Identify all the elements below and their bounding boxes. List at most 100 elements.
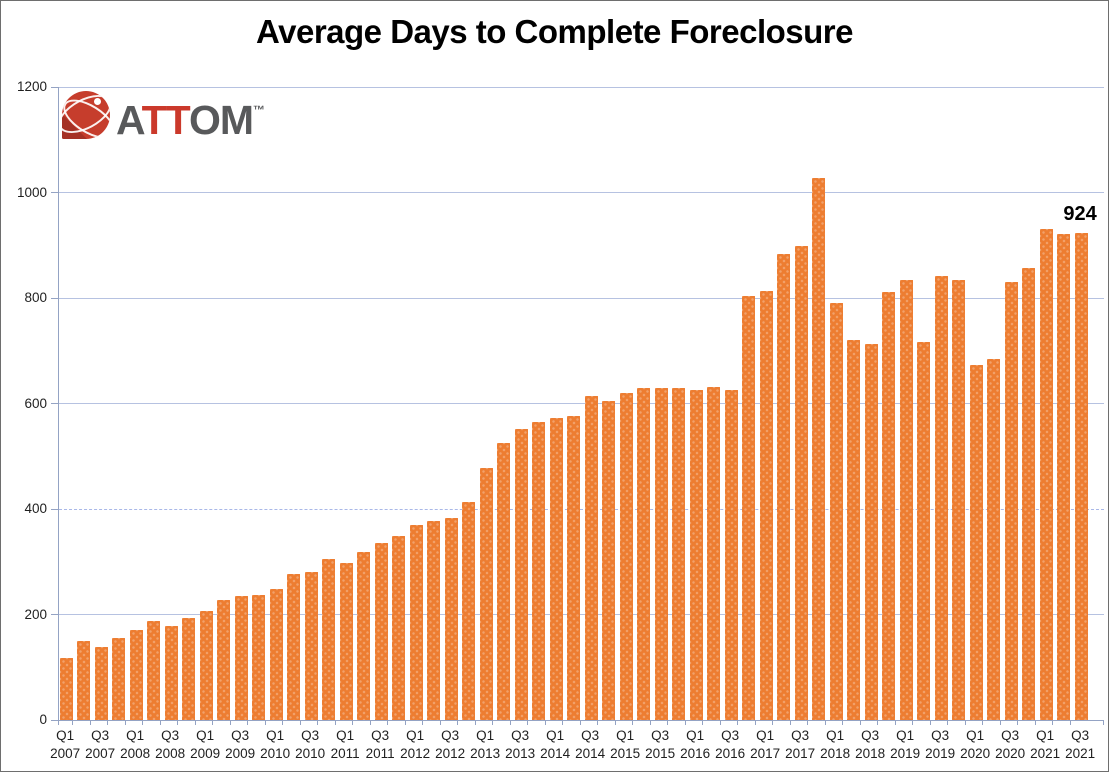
- x-tick-label-Q1-2017: Q1 2017: [750, 728, 781, 761]
- x-tick-mark: [282, 721, 284, 725]
- x-tick-mark: [89, 721, 91, 725]
- x-tick-label-Q1-2019: Q1 2019: [890, 728, 921, 761]
- x-tick-label-Q3-2013: Q3 2013: [505, 728, 536, 761]
- y-tick-mark: [51, 508, 58, 510]
- x-tick-mark: [72, 721, 74, 725]
- gridline-800: [59, 297, 1104, 299]
- x-tick-mark: [982, 721, 984, 725]
- x-tick-label-Q3-2010: Q3 2010: [295, 728, 326, 761]
- bar-Q4-2011: [392, 536, 406, 720]
- x-tick-label-Q1-2020: Q1 2020: [960, 728, 991, 761]
- gridline-1000: [59, 192, 1104, 193]
- bar-Q2-2007: [77, 641, 91, 720]
- x-tick-label-Q3-2015: Q3 2015: [645, 728, 676, 761]
- bar-Q3-2020: [1004, 282, 1018, 720]
- bar-Q4-2013: [532, 422, 546, 720]
- x-tick-label-Q3-2009: Q3 2009: [225, 728, 256, 761]
- bar-Q1-2010: [269, 589, 283, 720]
- x-tick-label-Q3-2018: Q3 2018: [855, 728, 886, 761]
- x-tick-mark: [807, 721, 809, 725]
- x-tick-mark: [789, 721, 791, 725]
- bar-Q1-2008: [129, 630, 143, 720]
- x-tick-mark: [929, 721, 931, 725]
- bar-Q2-2008: [147, 621, 161, 720]
- bar-Q4-2015: [672, 388, 686, 720]
- x-tick-mark: [1017, 721, 1019, 725]
- globe-dot-icon: [94, 98, 101, 105]
- bar-Q3-2007: [94, 647, 108, 720]
- x-tick-mark: [649, 721, 651, 725]
- x-tick-mark: [737, 721, 739, 725]
- attom-globe-icon: [62, 91, 110, 139]
- x-tick-mark: [1103, 721, 1104, 725]
- x-tick-mark: [947, 721, 949, 725]
- y-tick-mark: [51, 297, 58, 299]
- bar-Q2-2021: [1057, 234, 1071, 720]
- x-tick-mark: [702, 721, 704, 725]
- y-tick-label-200: 200: [24, 606, 47, 622]
- logo-letter-a: A: [116, 97, 143, 143]
- x-tick-mark: [299, 721, 301, 725]
- x-tick-mark: [509, 721, 511, 725]
- y-tick-label-1000: 1000: [16, 184, 47, 200]
- bar-Q4-2018: [882, 292, 896, 720]
- bar-Q1-2021: [1039, 229, 1053, 720]
- logo-letters-tt: TT: [141, 97, 190, 143]
- logo-letters-om: OM: [188, 97, 254, 143]
- bar-Q3-2021: [1074, 233, 1088, 720]
- bar-Q1-2016: [689, 390, 703, 720]
- x-tick-mark: [842, 721, 844, 725]
- y-tick-mark: [51, 719, 58, 721]
- x-tick-mark: [474, 721, 476, 725]
- x-tick-mark: [1034, 721, 1036, 725]
- x-tick-mark: [562, 721, 564, 725]
- bar-Q4-2007: [112, 638, 126, 720]
- x-tick-label-Q3-2021: Q3 2021: [1065, 728, 1096, 761]
- bar-Q2-2013: [497, 443, 511, 720]
- x-tick-mark: [387, 721, 389, 725]
- bar-Q4-2019: [952, 280, 966, 720]
- bar-Q1-2012: [409, 525, 423, 720]
- x-tick-mark: [1052, 721, 1054, 725]
- x-tick-label-Q1-2015: Q1 2015: [610, 728, 641, 761]
- bar-Q3-2015: [654, 388, 668, 720]
- bar-Q3-2016: [724, 390, 738, 720]
- bar-Q2-2020: [987, 359, 1001, 720]
- gridline-400: [59, 508, 1104, 510]
- x-tick-label-Q3-2020: Q3 2020: [995, 728, 1026, 761]
- x-tick-mark: [212, 721, 214, 725]
- x-tick-label-Q1-2016: Q1 2016: [680, 728, 711, 761]
- x-tick-mark: [894, 721, 896, 725]
- y-tick-label-0: 0: [39, 712, 47, 727]
- bar-Q3-2009: [234, 596, 248, 720]
- x-tick-mark: [772, 721, 774, 725]
- bar-Q1-2007: [59, 658, 73, 720]
- x-tick-mark: [264, 721, 266, 725]
- x-tick-mark: [229, 721, 231, 725]
- x-tick-mark: [999, 721, 1001, 725]
- trademark-symbol: ™: [252, 103, 265, 117]
- x-tick-mark: [107, 721, 109, 725]
- bar-Q1-2017: [759, 291, 773, 720]
- bar-Q4-2009: [252, 595, 266, 720]
- x-tick-label-Q1-2018: Q1 2018: [820, 728, 851, 761]
- x-tick-label-Q3-2014: Q3 2014: [575, 728, 606, 761]
- x-tick-mark: [159, 721, 161, 725]
- bar-Q2-2014: [567, 416, 581, 720]
- x-tick-mark: [667, 721, 669, 725]
- bar-Q3-2010: [304, 572, 318, 720]
- bar-Q2-2016: [707, 387, 721, 720]
- y-tick-label-400: 400: [24, 501, 47, 516]
- y-tick-label-800: 800: [24, 290, 47, 305]
- x-tick-mark: [457, 721, 459, 725]
- x-tick-mark: [877, 721, 879, 725]
- x-tick-mark: [352, 721, 354, 725]
- x-tick-mark: [247, 721, 249, 725]
- x-tick-label-Q3-2007: Q3 2007: [85, 728, 116, 761]
- bar-Q2-2018: [847, 340, 861, 720]
- last-bar-value-label: 924: [1063, 202, 1097, 225]
- bar-Q1-2009: [199, 611, 213, 720]
- x-tick-label-Q1-2013: Q1 2013: [470, 728, 501, 761]
- x-tick-mark: [544, 721, 546, 725]
